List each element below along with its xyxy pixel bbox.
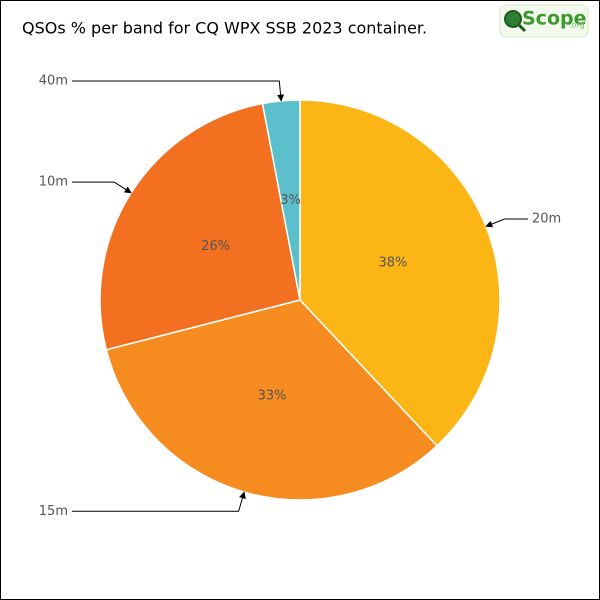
category-label: 20m [532,212,561,227]
slice-value-label: 26% [201,239,230,254]
logo: Scope .org [499,4,589,38]
chart-title: QSOs % per band for CQ WPX SSB 2023 cont… [22,19,427,38]
category-label: 15m [39,504,68,519]
slice-value-label: 33% [258,389,287,404]
leader-line [72,80,285,102]
logo-icon-handle [517,23,527,33]
leader-line [72,181,132,194]
slice-value-label: 3% [280,193,301,208]
category-label: 10m [39,175,68,190]
leader-line [485,218,528,228]
logo-icon [504,10,522,28]
logo-domain: .org [569,21,585,30]
slice-value-label: 38% [379,256,408,271]
logo-name: Scope [522,8,587,30]
leader-line [72,491,246,512]
category-label: 40m [39,73,68,88]
